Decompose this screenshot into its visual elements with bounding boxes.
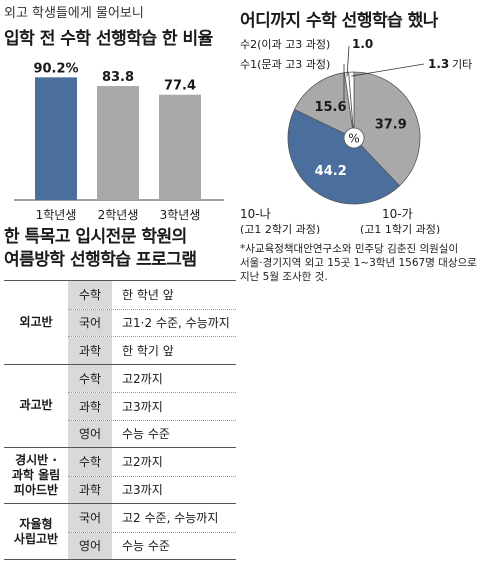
bar-chart-title: 입학 전 수학 선행학습 한 비율 (4, 29, 213, 49)
group-name-line: 외고반 (19, 314, 53, 329)
slice-sublabel: (고1 2학기 과정) (240, 223, 320, 234)
subject-cell: 국어 (68, 309, 112, 336)
program-group: 과고반 수학 고2까지 과학 고3까지 영어 수능 수준 (4, 364, 236, 448)
table-row: 수학 한 학년 앞 (68, 281, 236, 309)
category-label: 1학년생 (36, 208, 77, 222)
callout-line (351, 63, 425, 77)
bar (35, 77, 77, 200)
slice-category-label: 10-나 (240, 207, 271, 221)
category-label: 3학년생 (160, 208, 201, 222)
group-name: 자율형 사립고반 (4, 504, 68, 559)
subject-cell: 과학 (68, 393, 112, 420)
bar-value-label: 83.8 (102, 70, 134, 85)
bar-value-label: 90.2% (33, 61, 78, 76)
desc-cell: 수능 수준 (122, 427, 170, 442)
callout-line (346, 45, 350, 77)
desc-cell: 고3까지 (122, 483, 163, 498)
program-group: 자율형 사립고반 국어 고2 수준, 수능까지 영어 수능 수준 (4, 504, 236, 560)
desc-cell: 고2까지 (122, 371, 163, 386)
slice-sublabel: (고1 1학기 과정) (360, 223, 440, 234)
subject-cell: 수학 (68, 364, 112, 392)
program-title-line: 여름방학 선행학습 프로그램 (4, 250, 197, 270)
group-name: 경시반 · 과학 올림 피아드반 (4, 448, 68, 503)
table-row: 과학 고3까지 (68, 392, 236, 420)
group-name-line: 과고반 (19, 398, 53, 413)
table-row: 수학 고2까지 (68, 364, 236, 392)
slice-value-label: 44.2 (315, 164, 347, 179)
group-name-line: 과학 올림 (11, 468, 61, 482)
pie-chart: % 37.9 44.2 15.6 10-가 (고1 1학기 과정) 10-나 (고1 2학기 … (240, 37, 472, 234)
slice-category-label: 10-가 (382, 207, 413, 221)
desc-cell: 수능 수준 (122, 539, 170, 554)
program-title: 한 특목고 입시전문 학원의 여름방학 선행학습 프로그램 (4, 226, 197, 272)
group-name-line: 자율형 (19, 516, 53, 531)
table-row: 과학 한 학기 앞 (68, 336, 236, 364)
category-label: 2학년생 (98, 208, 139, 222)
program-title-line: 한 특목고 입시전문 학원의 (4, 227, 187, 247)
subject-cell: 과학 (68, 476, 112, 503)
pie-center-label: % (348, 132, 359, 146)
desc-cell: 한 학년 앞 (122, 288, 174, 303)
subject-cell: 과학 (68, 337, 112, 364)
note-line: 서울·경기지역 외고 15곳 1~3학년 1567명 대상으로 (240, 257, 477, 269)
slice-value-label: 1.0 (352, 37, 373, 51)
table-row: 과학 고3까지 (68, 475, 236, 503)
program-group: 경시반 · 과학 올림 피아드반 수학 고2까지 과학 고3까지 (4, 448, 236, 504)
subject-cell: 영어 (68, 532, 112, 559)
desc-cell: 고2까지 (122, 455, 163, 470)
bar-value-label: 77.4 (164, 79, 196, 94)
bar (97, 86, 139, 200)
group-name-line: 피아드반 (13, 483, 59, 497)
kicker-text: 외고 학생들에게 물어보니 (4, 6, 144, 21)
program-table: 외고반 수학 한 학년 앞 국어 고1·2 수준, 수능까지 과학 한 학기 앞… (4, 280, 236, 560)
pie-slice (287, 108, 401, 205)
slice-category-label: 수1(문과 고3 과정) (240, 58, 330, 71)
table-row: 국어 고1·2 수준, 수능까지 (68, 308, 236, 336)
table-row: 국어 고2 수준, 수능까지 (68, 504, 236, 532)
group-name: 외고반 (4, 281, 68, 364)
desc-cell: 한 학기 앞 (122, 343, 174, 358)
table-row: 수학 고2까지 (68, 448, 236, 476)
group-name-line: 경시반 · (15, 453, 57, 467)
table-row: 영어 수능 수준 (68, 531, 236, 559)
subject-cell: 국어 (68, 504, 112, 532)
desc-cell: 고1·2 수준, 수능까지 (122, 316, 230, 331)
group-name: 과고반 (4, 365, 68, 448)
pie-slice (293, 72, 355, 139)
group-name-line: 사립고반 (13, 531, 59, 546)
pie-chart-title: 어디까지 수학 선행학습 했나 (240, 11, 438, 31)
slice-category-label: 수2(이과 고3 과정) (240, 38, 330, 51)
slice-category-label: 기타 (452, 58, 472, 71)
survey-notes: *사교육정책대안연구소와 민주당 김춘진 의원실이 서울·경기지역 외고 15곳… (240, 242, 477, 284)
program-group: 외고반 수학 한 학년 앞 국어 고1·2 수준, 수능까지 과학 한 학기 앞 (4, 281, 236, 365)
bar (159, 94, 201, 200)
note-line: 지난 5월 조사한 것. (240, 271, 328, 283)
slice-value-label: 37.9 (375, 117, 407, 132)
bar-chart: 90.2% 1학년생 83.8 2학년생 77.4 3학년생 (14, 61, 224, 222)
pie-center (343, 127, 365, 149)
slice-value-label: 1.3 (428, 57, 449, 71)
subject-cell: 수학 (68, 448, 112, 476)
pie-slice (353, 71, 421, 187)
desc-cell: 고2 수준, 수능까지 (122, 511, 219, 526)
pie-slice (348, 71, 355, 139)
subject-cell: 영어 (68, 420, 112, 447)
desc-cell: 고3까지 (122, 399, 163, 414)
slice-value-label: 15.6 (314, 100, 346, 115)
table-row: 영어 수능 수준 (68, 419, 236, 447)
note-line: *사교육정책대안연구소와 민주당 김춘진 의원실이 (240, 243, 459, 255)
subject-cell: 수학 (68, 281, 112, 309)
